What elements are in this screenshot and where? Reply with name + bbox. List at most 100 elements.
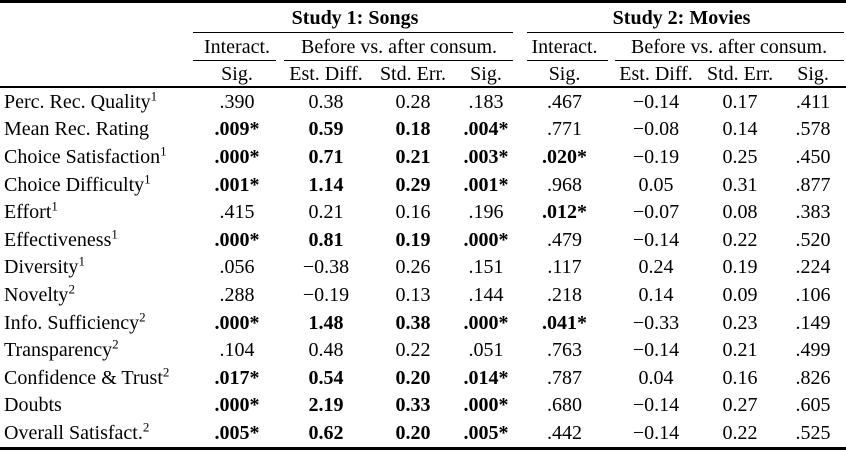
cell-s1-std-err: 0.16 (395, 201, 431, 224)
row-label: Transparency2 (0, 336, 193, 364)
table-row: Overall Satisfact.2 .005* 0.62 0.20 .005… (0, 419, 846, 448)
row-label: Choice Satisfaction1 (0, 143, 193, 171)
study2-before-after-header: Before vs. after consum. (612, 33, 846, 61)
cell-s2-sig: .383 (795, 201, 831, 224)
cell-s2-sig-interact: .467 (547, 90, 583, 113)
cell-s2-std-err: 0.09 (722, 283, 758, 306)
cell-s1-sig-interact: .000* (214, 228, 260, 251)
col-header-s2-std-err: Std. Err. (700, 61, 781, 88)
row-label-sup: 2 (142, 419, 150, 435)
row-label: Confidence & Trust2 (0, 364, 193, 392)
cell-s2-std-err: 0.22 (722, 228, 758, 251)
cell-s1-std-err: 0.22 (395, 339, 431, 362)
row-label-text: Choice Satisfaction (4, 145, 161, 168)
cell-s2-sig-interact: .020* (542, 145, 588, 168)
cell-s2-sig-interact: .117 (547, 256, 582, 279)
row-label-text: Effectiveness (4, 228, 112, 251)
cell-s1-std-err: 0.18 (395, 118, 431, 141)
corner-cell (0, 61, 193, 88)
corner-cell (0, 2, 193, 34)
cell-s2-std-err: 0.19 (722, 256, 758, 279)
cell-s2-sig-interact: .771 (547, 118, 583, 141)
table-row: Effectiveness1 .000* 0.81 0.19 .000* .47… (0, 226, 846, 254)
cell-s1-std-err: 0.20 (395, 421, 431, 444)
cell-s2-std-err: 0.14 (722, 118, 758, 141)
cell-s2-est-diff: 0.14 (638, 283, 674, 306)
cell-s2-sig: .149 (795, 311, 831, 334)
row-label: Effort1 (0, 198, 193, 226)
cell-s1-sig: .144 (468, 283, 504, 306)
cell-s2-sig: .106 (795, 283, 831, 306)
cell-s1-est-diff: 1.48 (308, 311, 344, 334)
cell-s2-est-diff: 0.24 (638, 256, 674, 279)
col-header-s2-sig-interact: Sig. (517, 61, 613, 88)
cell-s2-sig-interact: .763 (547, 339, 583, 362)
corner-cell (0, 33, 193, 61)
table-row: Choice Difficulty1 .001* 1.14 0.29 .001*… (0, 171, 846, 199)
cell-s1-est-diff: 0.59 (308, 118, 344, 141)
row-label-text: Choice Difficulty (4, 173, 145, 196)
cell-s1-sig: .005* (463, 421, 509, 444)
row-label: Effectiveness1 (0, 226, 193, 254)
cell-s1-sig-interact: .056 (219, 256, 255, 279)
cell-s2-est-diff: 0.04 (638, 366, 674, 389)
col-header-s2-est-diff: Est. Diff. (612, 61, 701, 88)
cell-s1-est-diff: 2.19 (308, 394, 344, 417)
cell-s2-sig-interact: .012* (542, 201, 588, 224)
cell-s2-std-err: 0.08 (722, 201, 758, 224)
cell-s2-sig-interact: .218 (547, 283, 583, 306)
cell-s1-est-diff: 0.54 (308, 366, 344, 389)
row-label-sup: 1 (51, 198, 58, 214)
table-row: Effort1 .415 0.21 0.16 .196 .012* −0.07 … (0, 198, 846, 226)
cell-s1-sig-interact: .001* (214, 173, 260, 196)
cell-s2-est-diff: 0.05 (638, 173, 674, 196)
cell-s1-std-err: 0.29 (395, 173, 431, 196)
cell-s1-std-err: 0.33 (395, 394, 431, 417)
row-label-text: Confidence & Trust (4, 366, 163, 389)
col-header-s1-sig-interact: Sig. (193, 61, 281, 88)
cell-s2-sig-interact: .041* (542, 311, 588, 334)
cell-s2-sig-interact: .442 (547, 421, 583, 444)
row-label-text: Transparency (4, 339, 113, 362)
cell-s2-est-diff: −0.14 (632, 339, 680, 362)
col-header-s2-sig: Sig. (780, 61, 846, 88)
cell-s2-sig-interact: .479 (547, 228, 583, 251)
cell-s2-sig: .525 (795, 421, 831, 444)
cell-s2-sig: .578 (795, 118, 831, 141)
cell-s1-sig: .000* (463, 311, 509, 334)
cell-s1-est-diff: 0.21 (308, 201, 344, 224)
cell-s2-est-diff: −0.14 (632, 421, 680, 444)
study2-header: Study 2: Movies (517, 2, 846, 34)
cell-s2-sig: .499 (795, 339, 831, 362)
col-header-s1-std-err: Std. Err. (371, 61, 455, 88)
cell-s1-est-diff: −0.38 (302, 256, 350, 279)
row-label-sup: 2 (139, 308, 146, 324)
table-row: Novelty2 .288 −0.19 0.13 .144 .218 0.14 … (0, 281, 846, 309)
cell-s1-sig-interact: .390 (219, 90, 255, 113)
cell-s1-sig: .051 (468, 339, 504, 362)
cell-s1-std-err: 0.38 (395, 311, 431, 334)
cell-s1-std-err: 0.19 (395, 228, 431, 251)
table-body: Perc. Rec. Quality1 .390 0.38 0.28 .183 … (0, 87, 846, 448)
table-row: Confidence & Trust2 .017* 0.54 0.20 .014… (0, 364, 846, 392)
row-label-text: Perc. Rec. Quality (4, 90, 151, 113)
row-label-sup: 1 (150, 88, 158, 104)
study1-header: Study 1: Songs (193, 2, 517, 34)
cell-s2-sig: .224 (795, 256, 831, 279)
cell-s1-sig-interact: .009* (214, 118, 260, 141)
row-label-text: Diversity (4, 256, 79, 279)
cell-s2-std-err: 0.31 (722, 173, 758, 196)
cell-s2-est-diff: −0.08 (632, 118, 680, 141)
cell-s1-sig: .004* (463, 118, 509, 141)
cell-s1-est-diff: 0.38 (308, 90, 344, 113)
cell-s2-est-diff: −0.14 (632, 90, 680, 113)
cell-s2-est-diff: −0.19 (632, 145, 680, 168)
cell-s1-sig: .000* (463, 394, 509, 417)
row-label: Info. Sufficiency2 (0, 309, 193, 337)
table-row: Mean Rec. Rating .009* 0.59 0.18 .004* .… (0, 116, 846, 144)
cell-s1-sig: .196 (468, 201, 504, 224)
cell-s1-sig: .003* (463, 145, 509, 168)
row-label: Choice Difficulty1 (0, 171, 193, 199)
cell-s1-std-err: 0.21 (395, 145, 431, 168)
